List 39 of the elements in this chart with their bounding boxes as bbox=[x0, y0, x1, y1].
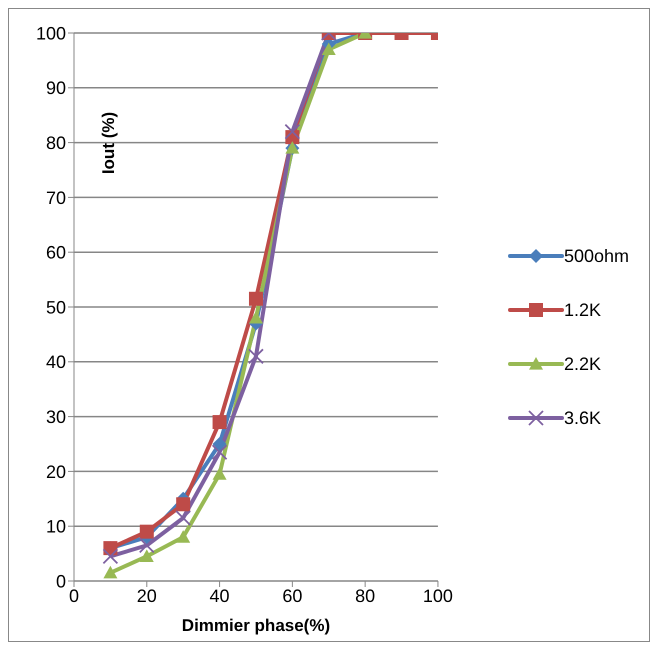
x-tick-label: 100 bbox=[422, 586, 453, 606]
point bbox=[212, 415, 227, 430]
point bbox=[176, 530, 190, 543]
y-tick-label: 0 bbox=[56, 571, 66, 592]
point bbox=[103, 566, 118, 578]
y-tick-label: 50 bbox=[46, 297, 66, 318]
point bbox=[322, 42, 336, 56]
x-tick-label: 40 bbox=[210, 586, 230, 606]
x-tick-label: 80 bbox=[355, 586, 376, 606]
y-tick-label: 100 bbox=[36, 23, 66, 44]
point bbox=[138, 537, 155, 554]
point bbox=[284, 124, 300, 140]
point bbox=[248, 348, 264, 364]
point bbox=[140, 524, 154, 539]
x-tick-label: 0 bbox=[68, 586, 80, 606]
legend-label: 2.2K bbox=[564, 354, 601, 374]
y-tick-label: 70 bbox=[46, 188, 66, 208]
point bbox=[248, 292, 263, 306]
y-tick-label: 40 bbox=[46, 352, 66, 372]
y-tick-label: 30 bbox=[46, 406, 66, 427]
point bbox=[212, 444, 228, 460]
x-tick-label: 20 bbox=[136, 586, 157, 606]
point bbox=[176, 497, 190, 512]
point bbox=[140, 549, 154, 562]
y-tick-label: 20 bbox=[46, 462, 66, 482]
y-tick-label: 10 bbox=[46, 516, 66, 537]
point bbox=[102, 548, 118, 564]
point bbox=[212, 437, 227, 451]
y-tick-label: 80 bbox=[46, 132, 66, 153]
y-tick-label: 90 bbox=[46, 78, 66, 98]
point bbox=[248, 310, 263, 324]
x-tick-label: 60 bbox=[282, 586, 302, 606]
point bbox=[212, 467, 227, 480]
legend-label: 500ohm bbox=[564, 246, 629, 266]
legend-label: 3.6K bbox=[564, 408, 601, 428]
y-tick-label: 60 bbox=[46, 242, 66, 263]
x-axis-title: Dimmier phase(%) bbox=[182, 616, 330, 635]
legend-label: 1.2K bbox=[564, 300, 601, 320]
y-axis-title: Iout (%) bbox=[99, 112, 118, 174]
